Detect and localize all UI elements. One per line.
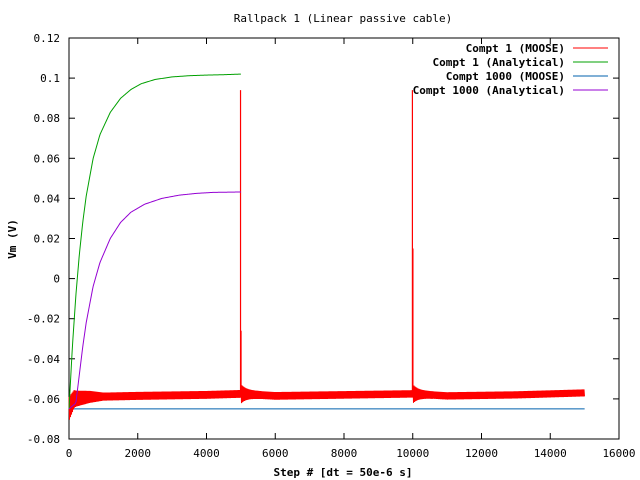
series-compt-1-moose (68, 90, 585, 420)
y-tick-label: -0.02 (27, 313, 60, 326)
legend-label: Compt 1 (Analytical) (433, 56, 565, 69)
legend-label: Compt 1000 (Analytical) (413, 84, 565, 97)
series-line (68, 384, 585, 420)
x-tick-label: 8000 (331, 447, 358, 460)
x-tick-label: 6000 (262, 447, 289, 460)
y-tick-label: -0.06 (27, 393, 60, 406)
x-tick-label: 4000 (193, 447, 220, 460)
y-tick-label: 0.08 (34, 112, 61, 125)
y-tick-label: 0.12 (34, 32, 61, 45)
plot-frame (68, 37, 620, 440)
legend: Compt 1 (MOOSE)Compt 1 (Analytical)Compt… (413, 42, 608, 97)
series-compt-1000-analytical (68, 191, 241, 410)
y-axis: -0.08 -0.06 -0.04 -0.02 0 0.02 0.04 0.06 0.08 0.1… (27, 32, 619, 446)
x-axis-label: Step # [dt = 50e-6 s] (273, 466, 412, 479)
x-tick-label: 0 (66, 447, 73, 460)
x-axis: 0 2000 4000 6000 8000 10000 12000 14000 16000 (66, 38, 636, 460)
x-tick-label: 14000 (534, 447, 567, 460)
y-tick-label: 0.1 (40, 72, 60, 85)
y-tick-label: 0 (53, 273, 60, 286)
y-tick-label: -0.08 (27, 433, 60, 446)
x-tick-label: 10000 (396, 447, 429, 460)
y-tick-label: 0.06 (34, 152, 61, 165)
y-tick-label: -0.04 (27, 353, 60, 366)
legend-label: Compt 1 (MOOSE) (466, 42, 565, 55)
series-compt-1-analytical (68, 73, 241, 409)
legend-label: Compt 1000 (MOOSE) (446, 70, 565, 83)
series-layer (68, 73, 585, 420)
x-tick-label: 12000 (465, 447, 498, 460)
y-tick-label: 0.02 (34, 233, 61, 246)
chart-title: Rallpack 1 (Linear passive cable) (234, 12, 453, 25)
x-tick-label: 16000 (602, 447, 635, 460)
y-tick-label: 0.04 (34, 192, 61, 205)
x-tick-label: 2000 (125, 447, 152, 460)
y-axis-label: Vm (V) (6, 219, 19, 259)
